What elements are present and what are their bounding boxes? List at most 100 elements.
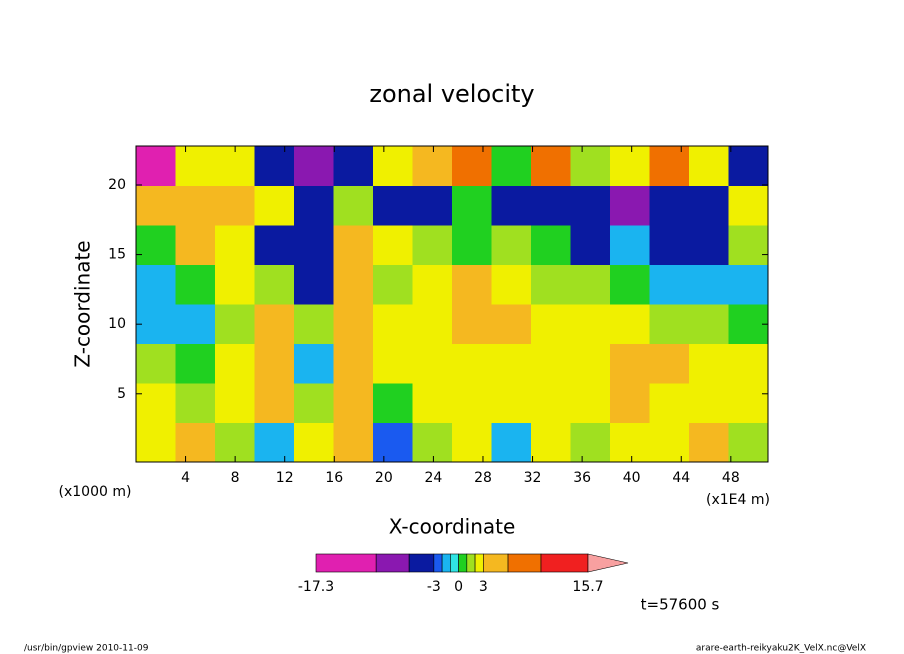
contour-cell — [531, 343, 571, 384]
contour-cell — [294, 343, 334, 384]
x-tick-label: 16 — [325, 470, 343, 486]
contour-cell — [294, 383, 334, 423]
contour-cell — [333, 422, 374, 463]
contour-cell — [333, 146, 374, 186]
contour-cell — [570, 304, 611, 344]
contour-cell — [215, 422, 255, 463]
colorbar-box — [433, 553, 443, 573]
contour-cell — [333, 304, 374, 344]
contour-cell — [689, 146, 729, 186]
contour-cell — [412, 264, 453, 305]
colorbar-box — [408, 553, 435, 573]
contour-cell — [254, 343, 295, 384]
contour-cell — [452, 383, 492, 423]
contour-cell — [254, 146, 295, 186]
colorbar-box — [458, 553, 468, 573]
contour-cell — [175, 383, 216, 423]
contour-cell — [531, 383, 571, 423]
contour-cell — [649, 422, 690, 463]
contour-cell — [452, 422, 492, 463]
contour-cell — [531, 146, 571, 186]
contour-cell — [610, 264, 650, 305]
contour-cell — [136, 264, 176, 305]
y-unit: (x1000 m) — [59, 484, 132, 500]
contour-cell — [175, 304, 216, 344]
contour-cell — [728, 185, 769, 226]
contour-cell — [254, 264, 295, 305]
contour-cell — [728, 146, 769, 186]
contour-cell — [728, 343, 769, 384]
y-tick-label: 5 — [117, 386, 126, 402]
colorbar-box — [466, 553, 476, 573]
colorbar-extend — [587, 553, 629, 573]
contour-cell — [610, 422, 650, 463]
contour-cell — [333, 185, 374, 226]
contour-cell — [412, 225, 453, 265]
contour-cell — [491, 383, 532, 423]
contour-cell — [570, 383, 611, 423]
contour-cell — [689, 343, 729, 384]
x-tick-label: 28 — [474, 470, 492, 486]
contour-cell — [175, 185, 216, 226]
y-tick-label: 10 — [108, 316, 126, 332]
contour-cell — [333, 343, 374, 384]
contour-cell — [294, 422, 334, 463]
colorbar-box — [507, 553, 542, 573]
contour-cell — [412, 304, 453, 344]
contour-cell — [610, 185, 650, 226]
contour-cell — [412, 422, 453, 463]
contour-cell — [175, 422, 216, 463]
x-tick-label: 24 — [424, 470, 442, 486]
contour-cell — [531, 264, 571, 305]
contour-cell — [373, 146, 413, 186]
contour-cell — [610, 146, 650, 186]
contour-cell — [254, 185, 295, 226]
contour-cell — [531, 422, 571, 463]
contour-cell — [531, 225, 571, 265]
contour-cell — [373, 264, 413, 305]
contour-cell — [294, 264, 334, 305]
contour-cell — [215, 146, 255, 186]
contour-cell — [491, 422, 532, 463]
contour-cell — [610, 383, 650, 423]
contour-cell — [175, 264, 216, 305]
contour-cell — [570, 146, 611, 186]
contour-cell — [570, 422, 611, 463]
contour-cell — [570, 343, 611, 384]
contour-cell — [175, 225, 216, 265]
colorbar-box — [375, 553, 410, 573]
contour-cell — [294, 185, 334, 226]
contour-cell — [491, 264, 532, 305]
contour-cell — [294, 304, 334, 344]
contour-cell — [175, 343, 216, 384]
contour-cell — [215, 264, 255, 305]
contour-cell — [136, 185, 176, 226]
footer-right: arare-earth-reikyaku2K_VelX.nc@VelX — [696, 644, 866, 654]
contour-cell — [649, 264, 690, 305]
contour-cell — [333, 225, 374, 265]
contour-cell — [649, 146, 690, 186]
x-unit: (x1E4 m) — [706, 492, 770, 508]
contour-cell — [175, 146, 216, 186]
footer-left: /usr/bin/gpview 2010-11-09 — [24, 644, 149, 654]
y-tick-label: 15 — [108, 247, 126, 263]
contour-cell — [728, 422, 769, 463]
x-tick-label: 20 — [375, 470, 393, 486]
contour-cell — [452, 225, 492, 265]
y-axis-label: Z-coordinate — [71, 240, 95, 367]
contour-cell — [491, 146, 532, 186]
x-tick-label: 32 — [524, 470, 542, 486]
contour-cell — [136, 304, 176, 344]
contour-cell — [412, 146, 453, 186]
contour-cell — [491, 225, 532, 265]
colorbar-box — [441, 553, 451, 573]
colorbar-label: -17.3 — [298, 579, 334, 595]
contour-cell — [215, 304, 255, 344]
contour-cell — [689, 304, 729, 344]
contour-cell — [610, 304, 650, 344]
contour-cell — [215, 185, 255, 226]
contour-cell — [215, 225, 255, 265]
colorbar-label: 0 — [454, 579, 463, 595]
contour-cell — [689, 264, 729, 305]
contour-cell — [570, 185, 611, 226]
